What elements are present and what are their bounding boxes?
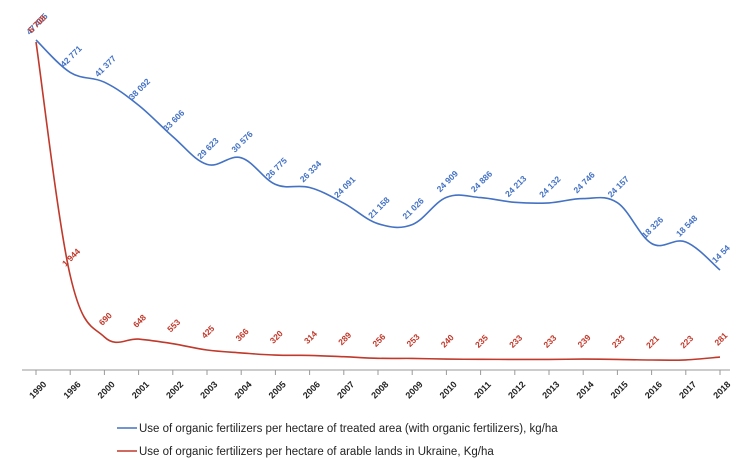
x-tick-label: 1990: [27, 379, 48, 400]
x-tick-label: 2005: [267, 379, 288, 400]
series-1-data-label: 24 157: [606, 174, 632, 200]
series-1-data-label: 29 623: [195, 135, 221, 161]
series-2-data-label: 281: [712, 330, 729, 347]
series-1-data-label: 14 54: [710, 243, 732, 265]
series-1-data-label: 30 576: [229, 129, 255, 155]
series-1-data-label: 24 091: [332, 174, 358, 200]
x-tick-label: 2016: [643, 379, 664, 400]
x-tick-label: 2002: [164, 379, 185, 400]
series-2-data-label: 253: [405, 332, 422, 349]
series-1-data-label: 18 326: [640, 214, 666, 240]
series-2-data-label: 233: [507, 333, 524, 350]
series-2-data-label: 256: [370, 331, 387, 348]
x-tick-label: 2003: [198, 379, 219, 400]
series-1-data-label: 26 334: [298, 158, 324, 184]
series-1-data-label: 24 213: [503, 173, 529, 199]
series-2-data-label: 221: [644, 333, 661, 350]
series-2-data-label: 1 944: [60, 246, 82, 268]
series-1-data-label: 24 886: [469, 169, 495, 195]
x-tick-label: 2010: [438, 379, 459, 400]
series-2-data-label: 223: [678, 333, 695, 350]
series-2-line-layer: [35, 41, 721, 361]
series-2-data-label: 553: [165, 317, 182, 334]
legend-label-series-2: Use of organic fertilizers per hectare o…: [139, 446, 494, 458]
series-2-data-label: 235: [473, 332, 490, 349]
series-1-data-label: 24 746: [571, 170, 597, 196]
x-tick-label: 2012: [506, 379, 527, 400]
x-tick-label: 2018: [711, 379, 732, 400]
x-tick-label: 2013: [540, 379, 561, 400]
legend-label-series-1: Use of organic fertilizers per hectare o…: [139, 423, 558, 435]
x-axis-ticks: 1990 1996 2000 2001 2002 2003 2004 2005 2006 2007…: [27, 370, 732, 400]
series-2-data-label: 648: [131, 312, 148, 329]
series-1-line: [35, 39, 721, 271]
x-tick-label: 2007: [335, 379, 356, 400]
series-2-data-label: 233: [610, 333, 627, 350]
series-1-data-label: 26 775: [264, 155, 290, 181]
series-2-data-label: 314: [302, 329, 319, 346]
x-tick-label: 2015: [609, 379, 630, 400]
x-tick-label: 2017: [677, 379, 698, 400]
x-tick-label: 2001: [130, 379, 151, 400]
series-2-data-label: 425: [199, 323, 216, 340]
series-2-data-label: 366: [234, 326, 251, 343]
x-tick-label: 2008: [369, 379, 390, 400]
x-tick-label: 2006: [301, 379, 322, 400]
x-tick-label: 2009: [403, 379, 424, 400]
series-1-data-label: 38 092: [127, 76, 153, 102]
series-2-data-label: 233: [541, 333, 558, 350]
series-2-data-label: 690: [97, 310, 114, 327]
series-1-data-label: 18 548: [674, 213, 700, 239]
series-1-line-layer: [35, 39, 721, 271]
x-tick-label: 1996: [61, 379, 82, 400]
legend: Use of organic fertilizers per hectare o…: [117, 423, 558, 458]
series-1-data-label: 24 132: [537, 174, 563, 200]
series-2-data-label: 240: [439, 332, 456, 349]
series-2-data-label: 320: [268, 328, 285, 345]
series-2-data-label: 239: [576, 332, 593, 349]
x-tick-label: 2000: [96, 379, 117, 400]
series-1-data-label: 41 377: [93, 53, 119, 79]
x-tick-label: 2011: [472, 379, 493, 400]
series-1-data-label: 21 158: [366, 195, 392, 221]
series-2-data-label: 289: [336, 330, 353, 347]
x-tick-label: 2014: [574, 379, 595, 400]
series-1-data-label: 24 909: [435, 168, 461, 194]
series-1-data-label: 33 606: [161, 108, 187, 134]
series-2-line: [35, 41, 721, 361]
series-1-data-label: 42 771: [58, 43, 84, 69]
x-tick-label: 2004: [232, 379, 253, 400]
